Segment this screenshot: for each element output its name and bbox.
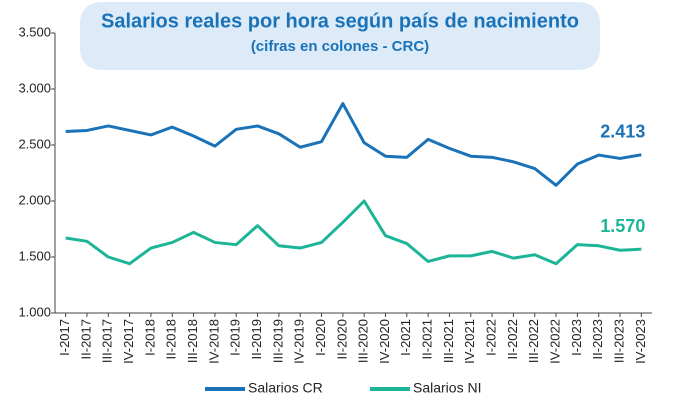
chart-title: Salarios reales por hora según país de n…: [101, 10, 579, 32]
x-tick-label: IV-2017: [121, 319, 136, 364]
x-tick-label: I-2023: [569, 319, 584, 356]
data-label: 1.570: [600, 216, 645, 236]
x-tick-label: III-2020: [356, 319, 371, 363]
x-tick-label: I-2019: [228, 319, 243, 356]
x-tick-label: II-2021: [420, 319, 435, 359]
x-tick-label: IV-2020: [377, 319, 392, 364]
legend-label: Salarios CR: [248, 380, 323, 396]
x-tick-label: II-2019: [249, 319, 264, 359]
chart-subtitle: (cifras en colones - CRC): [251, 38, 429, 55]
x-tick-label: II-2020: [334, 319, 349, 359]
x-tick-label: III-2018: [185, 319, 200, 363]
x-tick-label: III-2017: [100, 319, 115, 363]
x-tick-label: II-2018: [164, 319, 179, 359]
x-tick-label: III-2019: [270, 319, 285, 363]
x-tick-label: IV-2018: [206, 319, 221, 364]
x-tick-label: I-2017: [57, 319, 72, 356]
x-tick-label: III-2023: [611, 319, 626, 363]
y-tick-label: 1.500: [18, 248, 51, 263]
y-tick-label: 1.000: [18, 304, 51, 319]
x-tick-label: IV-2021: [462, 319, 477, 364]
x-tick-label: II-2023: [590, 319, 605, 359]
x-tick-label: III-2021: [441, 319, 456, 363]
y-tick-label: 2.000: [18, 192, 51, 207]
x-tick-label: I-2018: [142, 319, 157, 356]
series-line: [65, 102, 642, 187]
y-tick-label: 3.500: [18, 24, 51, 39]
series-line: [65, 199, 642, 266]
legend-label: Salarios NI: [413, 380, 481, 396]
x-tick-label: IV-2023: [633, 319, 648, 364]
x-tick-label: I-2022: [484, 319, 499, 356]
x-tick-label: IV-2019: [292, 319, 307, 364]
data-label: 2.413: [600, 121, 645, 141]
x-tick-label: II-2022: [505, 319, 520, 359]
x-tick-label: III-2022: [526, 319, 541, 363]
x-tick-label: IV-2022: [547, 319, 562, 364]
x-tick-label: I-2021: [398, 319, 413, 356]
x-tick-label: II-2017: [78, 319, 93, 359]
title-box: [80, 2, 600, 70]
y-tick-label: 2.500: [18, 136, 51, 151]
x-tick-label: I-2020: [313, 319, 328, 356]
y-tick-label: 3.000: [18, 80, 51, 95]
